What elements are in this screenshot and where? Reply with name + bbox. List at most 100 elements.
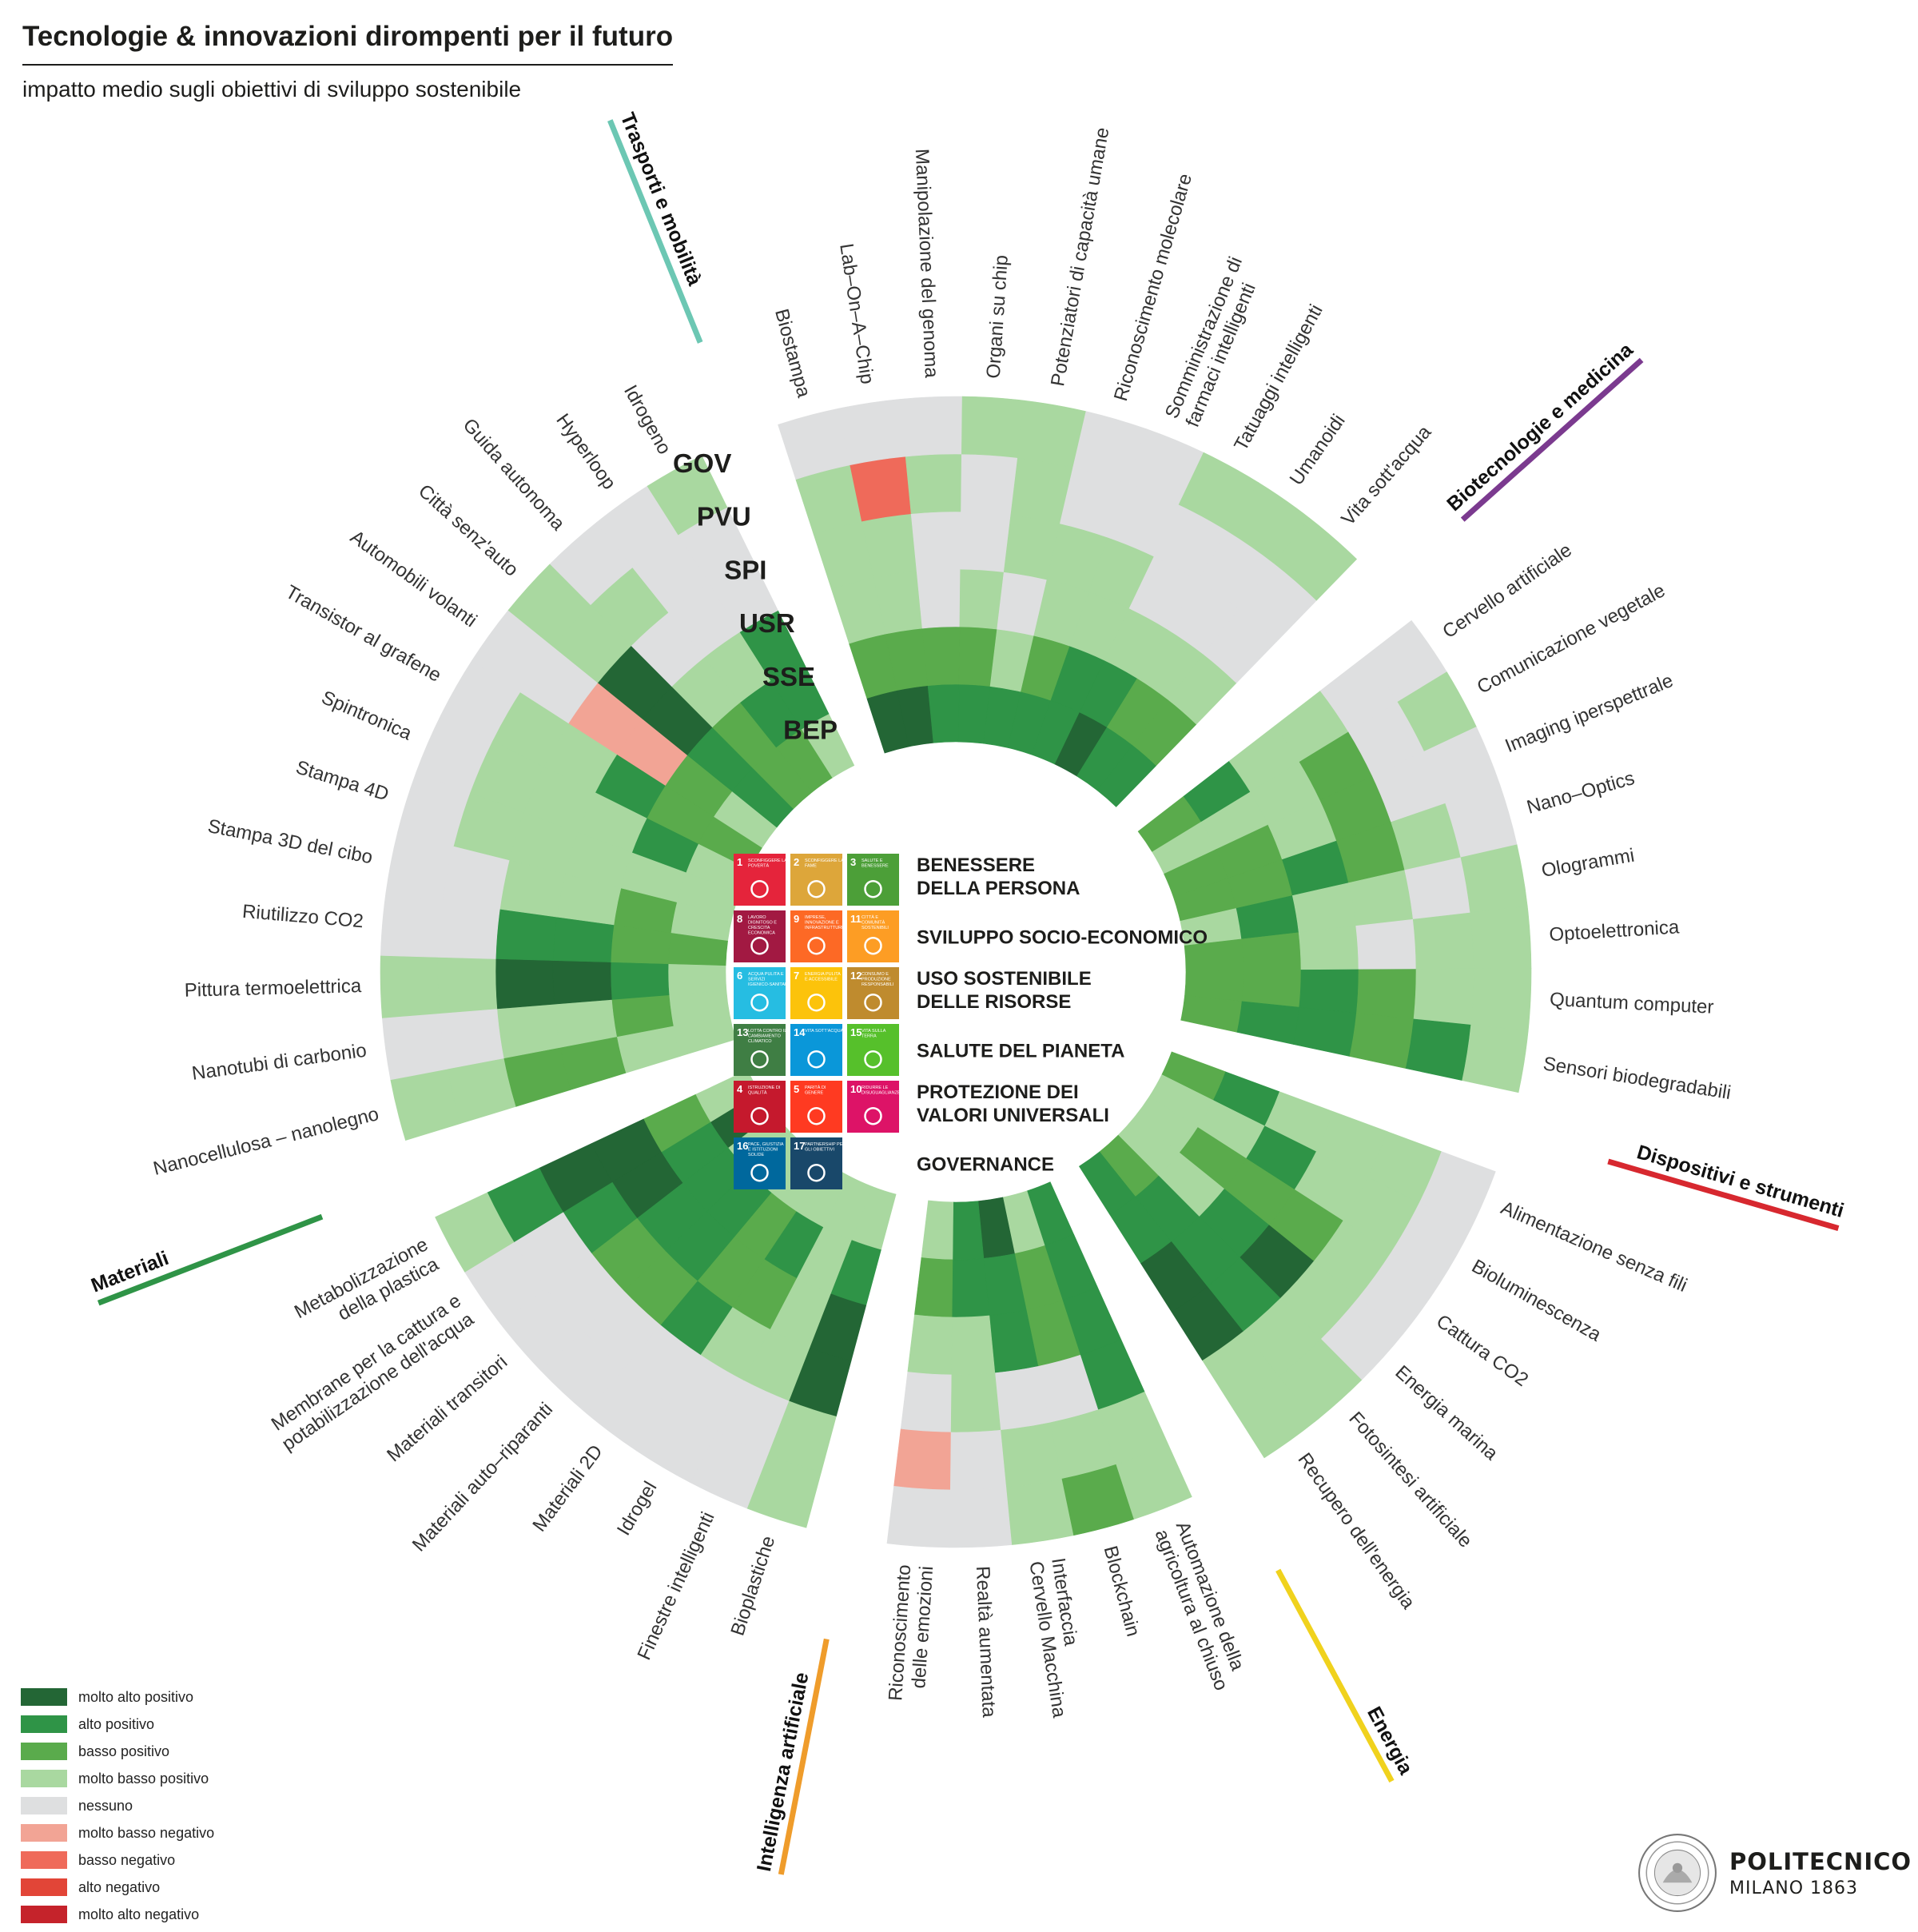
category-label: Biotecnologie e medicina <box>1442 338 1637 516</box>
category-bar <box>607 119 703 344</box>
legend-swatch <box>21 1688 67 1706</box>
category-bar <box>778 1638 830 1875</box>
heatmap-cell <box>900 1372 952 1433</box>
legend-item: alto positivo <box>21 1711 214 1738</box>
heatmap-cell <box>1413 968 1474 1026</box>
item-label: Lab–On–A–Chip <box>835 242 877 386</box>
ring-label: GOV <box>673 448 731 478</box>
heatmap-cell <box>951 1257 990 1318</box>
ring-label: BEP <box>783 715 838 745</box>
item-label: Stampa 3D del cibo <box>206 815 375 868</box>
heatmap-cell <box>961 453 1018 516</box>
heatmap-cell <box>1241 970 1302 1008</box>
sdg-glyph-icon <box>864 1106 882 1125</box>
sdg-glyph-icon <box>750 1106 769 1125</box>
goal-group-label: PROTEZIONE DEI VALORI UNIVERSALI <box>917 1082 1109 1126</box>
sdg-title: IMPRESE, INNOVAZIONE E INFRASTRUTTURE <box>805 915 845 930</box>
sdg-glyph-icon <box>750 1163 769 1182</box>
heatmap-cell <box>921 1200 954 1261</box>
item-label: Riconoscimentodelle emozioni <box>885 1564 938 1703</box>
sdg-number: 8 <box>737 913 742 925</box>
heatmap-cell <box>1470 968 1532 1031</box>
sdg-title: CITTÀ E COMUNITÀ SOSTENIBILI <box>862 914 889 930</box>
heatmap-cell <box>838 399 906 466</box>
sdg-glyph-icon <box>750 879 769 898</box>
item-label: Città senz'auto <box>414 480 522 581</box>
sdg-number: 16 <box>737 1140 748 1152</box>
sdg-number: 17 <box>794 1140 805 1152</box>
heatmap-cell <box>961 396 1025 458</box>
item-label: Automazione dellaagricoltura al chiuso <box>1150 1519 1252 1694</box>
legend-label: molto basso positivo <box>78 1770 209 1787</box>
legend-item: basso positivo <box>21 1738 214 1765</box>
legend-swatch <box>21 1878 67 1896</box>
heatmap-cell <box>907 1314 953 1376</box>
sdg-glyph-icon <box>807 1163 826 1182</box>
item-label: Pittura termoelettrica <box>184 975 362 1002</box>
heatmap-cell <box>950 1315 996 1376</box>
sdg-number: 15 <box>850 1026 862 1038</box>
heatmap-cell <box>439 1008 504 1070</box>
item-label: Cervello artificiale <box>1439 540 1576 643</box>
sdg-number: 14 <box>794 1026 806 1038</box>
item-label: Spintronica <box>318 687 416 745</box>
heatmap-cell <box>1470 906 1532 970</box>
heatmap-cell <box>893 1428 951 1491</box>
sdg-glyph-icon <box>864 936 882 955</box>
sdg-title: PARITÀ DI GENERE <box>805 1085 826 1096</box>
heatmap-cell <box>437 957 498 1014</box>
item-label: Potenziatori di capacità umane <box>1047 125 1113 388</box>
item-label: Umanoidi <box>1286 411 1350 490</box>
heatmap-cell <box>1241 932 1302 971</box>
heatmap-cell <box>905 453 962 515</box>
legend-item: molto alto negativo <box>21 1901 214 1928</box>
sdg-number: 5 <box>794 1083 799 1095</box>
sdg-glyph-icon <box>864 879 882 898</box>
heatmap-cell <box>950 1372 1001 1433</box>
item-label: InterfacciaCervello Macchina <box>1025 1556 1092 1719</box>
heatmap-cell <box>949 1429 1007 1491</box>
item-label: Guida autonoma <box>458 415 569 536</box>
item-label: Organi su chip <box>983 254 1013 379</box>
sdg-title: SALUTE E BENESSERE <box>862 858 889 869</box>
heatmap-cell <box>949 1487 1013 1548</box>
heatmap-cell <box>1236 1001 1300 1045</box>
ring-label: SSE <box>762 662 815 691</box>
heatmap-cell <box>959 568 1005 630</box>
politecnico-logo: POLITECNICO MILANO 1863 <box>1637 1832 1912 1914</box>
item-label: Materiali 2D <box>529 1441 607 1536</box>
heatmap-cell <box>495 958 555 1010</box>
sdg-number: 4 <box>737 1083 743 1095</box>
sdg-title: VITA SOTT'ACQUA <box>805 1029 844 1034</box>
ring-label: PVU <box>697 502 751 532</box>
sdg-title: ENERGIA PULITA E ACCESSIBILE <box>805 972 841 982</box>
category-label: Intelligenza artificiale <box>753 1671 814 1874</box>
goal-group-label: SALUTE DEL PIANETA <box>917 1041 1124 1062</box>
heatmap-cell <box>1232 1376 1315 1459</box>
sdg-title: LAVORO DIGNITOSO E CRESCITA ECONOMICA <box>748 915 777 936</box>
sdg-number: 12 <box>850 970 862 982</box>
goal-group-label: SVILUPPO SOCIO-ECONOMICO <box>917 927 1208 949</box>
legend-swatch <box>21 1851 67 1869</box>
sdg-glyph-icon <box>807 936 826 955</box>
logo-name: POLITECNICO <box>1729 1847 1912 1875</box>
sdg-title: PARTNERSHIP PER GLI OBIETTIVI <box>805 1142 846 1153</box>
item-label: Stampa 4D <box>293 757 392 806</box>
item-label: Nanotubi di carbonio <box>191 1040 368 1085</box>
heatmap-cell <box>437 901 500 959</box>
legend-label: molto alto negativo <box>78 1906 200 1922</box>
sdg-title: SCONFIGGERE LA FAME <box>805 858 844 869</box>
heatmap-cell <box>380 893 444 958</box>
category-bar <box>97 1213 324 1306</box>
sdg-glyph-icon <box>864 993 882 1012</box>
legend-label: alto positivo <box>78 1715 155 1732</box>
legend-item: molto basso positivo <box>21 1765 214 1792</box>
category-bar <box>1607 1158 1840 1231</box>
heatmap-cell <box>1293 1006 1357 1057</box>
sdg-number: 11 <box>850 913 862 925</box>
sdg-glyph-icon <box>807 879 826 898</box>
legend-item: nessuno <box>21 1792 214 1819</box>
heatmap-cell <box>916 568 961 629</box>
heatmap-cell <box>667 963 727 996</box>
